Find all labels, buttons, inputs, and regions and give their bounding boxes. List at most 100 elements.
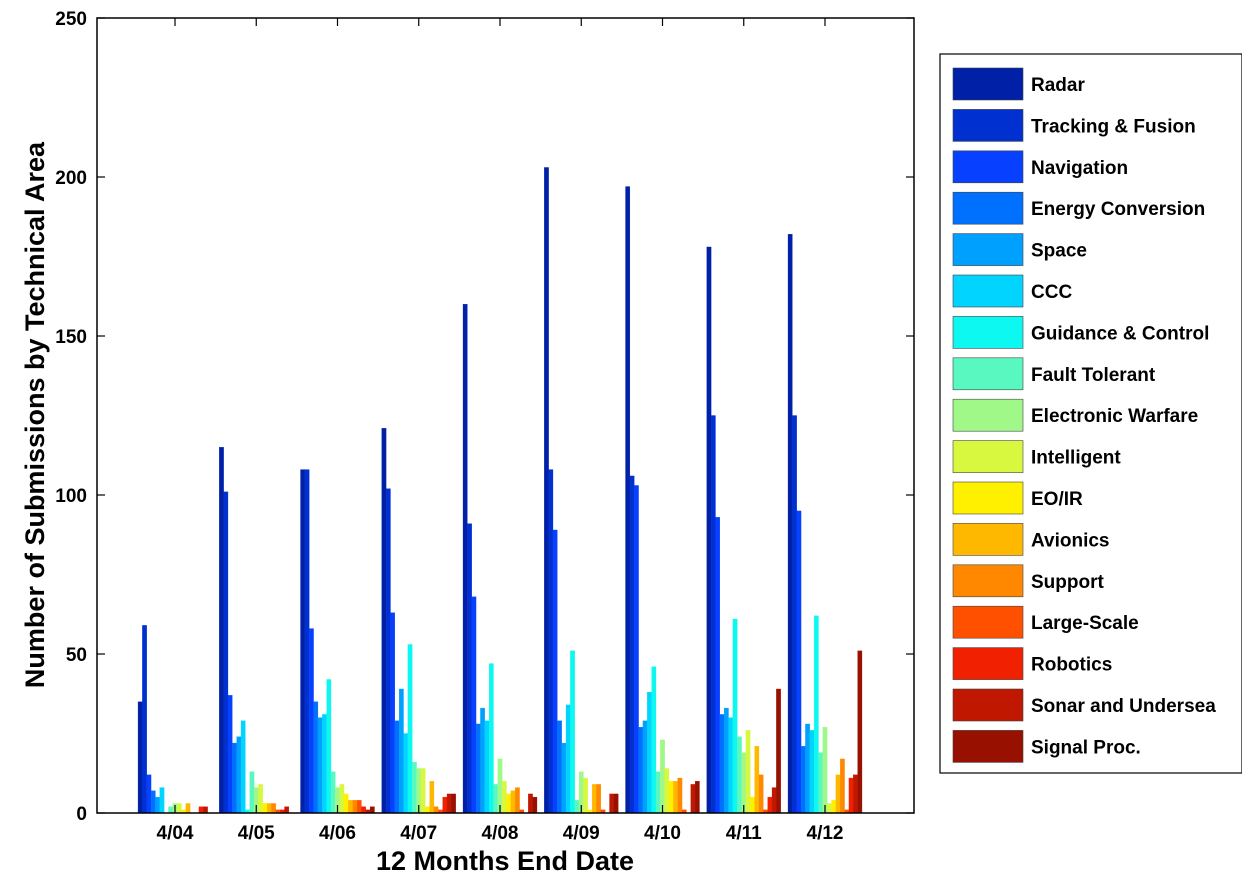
- bar: [198, 806, 204, 814]
- bar: [475, 723, 481, 814]
- legend-swatch: [952, 481, 1024, 515]
- bar: [528, 793, 533, 814]
- bar: [493, 784, 498, 814]
- x-tick-label: 4/04: [157, 823, 194, 844]
- bar: [155, 796, 160, 814]
- bar: [706, 246, 712, 814]
- bar: [827, 803, 832, 814]
- bar: [596, 784, 601, 814]
- bar: [609, 793, 615, 814]
- bar: [403, 733, 409, 814]
- legend-swatch: [952, 274, 1024, 308]
- legend-label: Signal Proc.: [1031, 737, 1141, 758]
- bar: [710, 415, 716, 814]
- bar: [719, 714, 725, 814]
- bar: [634, 485, 639, 814]
- bar: [266, 803, 272, 814]
- legend-label: Guidance & Control: [1031, 323, 1209, 344]
- bar: [412, 761, 417, 814]
- bar: [394, 720, 400, 814]
- bar: [796, 510, 802, 814]
- legend-label: CCC: [1031, 282, 1072, 303]
- bar: [642, 720, 648, 814]
- bar: [467, 523, 472, 814]
- x-tick-label: 4/08: [482, 823, 519, 844]
- legend-label: Intelligent: [1031, 448, 1121, 469]
- bar: [425, 806, 430, 814]
- legend-label: Tracking & Fusion: [1031, 116, 1196, 137]
- bar: [741, 752, 747, 814]
- legend-swatch: [952, 316, 1024, 349]
- bar: [219, 447, 224, 814]
- bar: [625, 186, 631, 814]
- bar: [420, 768, 426, 814]
- bar: [203, 806, 208, 814]
- bar: [137, 701, 143, 814]
- y-tick-label: 250: [55, 9, 87, 30]
- bar: [484, 720, 490, 814]
- bar: [352, 800, 358, 814]
- bar: [488, 663, 494, 814]
- x-axis-title: 12 Months End Date: [376, 846, 634, 876]
- bar: [442, 796, 448, 814]
- legend-swatch: [952, 150, 1024, 184]
- bar: [557, 720, 562, 814]
- bar: [857, 650, 863, 814]
- legend-label: Sonar and Undersea: [1031, 696, 1216, 717]
- bar: [339, 784, 345, 814]
- legend-swatch: [952, 564, 1024, 598]
- bar: [583, 777, 588, 814]
- y-tick-label: 100: [55, 486, 87, 507]
- legend-swatch: [952, 688, 1024, 722]
- bar: [177, 803, 182, 814]
- bar: [271, 803, 276, 814]
- bar: [462, 304, 468, 814]
- bar: [451, 793, 456, 814]
- bar: [565, 704, 571, 814]
- y-axis-title: Number of Submissions by Technical Area: [20, 141, 50, 688]
- bar: [168, 806, 173, 814]
- legend-swatch: [952, 605, 1024, 639]
- bar: [787, 234, 793, 814]
- bar: [629, 475, 635, 814]
- bar: [317, 717, 323, 814]
- bar: [715, 517, 720, 814]
- legend-label: Avionics: [1031, 530, 1110, 551]
- bar: [330, 771, 336, 814]
- bar: [853, 774, 858, 814]
- legend-swatch: [952, 398, 1024, 432]
- bar: [792, 415, 797, 814]
- x-tick-label: 4/07: [400, 823, 437, 844]
- x-tick-label: 4/12: [807, 823, 844, 844]
- bar: [262, 803, 268, 814]
- plot-area: [97, 18, 914, 813]
- x-tick-label: 4/06: [319, 823, 356, 844]
- bar: [574, 800, 580, 814]
- bar: [809, 730, 815, 814]
- bar: [185, 803, 191, 814]
- bar: [647, 692, 652, 814]
- bar: [236, 736, 242, 814]
- bar: [694, 781, 700, 814]
- bar: [831, 800, 837, 814]
- bar: [385, 488, 391, 814]
- bar: [651, 666, 657, 814]
- bar: [660, 739, 665, 814]
- plot-frame: [96, 17, 915, 814]
- bar: [240, 720, 246, 814]
- bar: [356, 800, 362, 814]
- bar: [745, 730, 751, 814]
- bar: [767, 796, 773, 814]
- y-axis: 0 50 100 150 200 250: [55, 9, 914, 825]
- bar: [146, 774, 152, 814]
- legend-swatch: [952, 440, 1024, 473]
- bar: [300, 469, 306, 814]
- bar: [232, 742, 237, 814]
- y-tick-label: 0: [76, 804, 87, 825]
- bar: [326, 679, 332, 814]
- bar: [446, 793, 452, 814]
- bar: [673, 781, 678, 814]
- legend-label: Fault Tolerant: [1031, 365, 1156, 386]
- bar: [471, 596, 477, 814]
